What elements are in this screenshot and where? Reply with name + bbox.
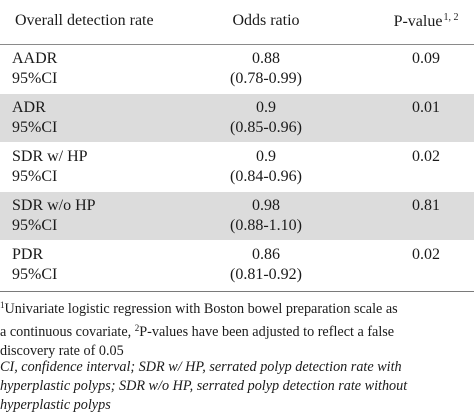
footnote-line-2-rest: P-values have been adjusted to reflect a…: [139, 324, 395, 340]
table-bottom-rule: [0, 291, 474, 292]
table-row: ADR 95%CI 0.9 (0.85-0.96) 0.01: [0, 94, 474, 143]
table-footnote: 1Univariate logistic regression with Bos…: [0, 296, 474, 361]
row-ci-label: 95%CI: [12, 70, 58, 87]
footnote-line-1-text: Univariate logistic regression with Bost…: [4, 301, 398, 317]
row-name: SDR w/o HP: [12, 197, 96, 214]
row-odds-ratio: 0.9: [256, 99, 276, 116]
table-row: SDR w/o HP 95%CI 0.98 (0.88-1.10) 0.81: [0, 192, 474, 241]
row-ci-label: 95%CI: [12, 119, 58, 136]
table-row: SDR w/ HP 95%CI 0.9 (0.84-0.96) 0.02: [0, 143, 474, 192]
row-ci: (0.81-0.92): [230, 266, 302, 283]
row-odds-ratio: 0.9: [256, 148, 276, 165]
row-p-value: 0.09: [412, 50, 440, 67]
table-row: PDR 95%CI 0.86 (0.81-0.92) 0.02: [0, 241, 474, 290]
footnote-sup-1: 1: [0, 300, 5, 310]
row-odds-ratio: 0.98: [252, 197, 280, 214]
row-ci: (0.85-0.96): [230, 119, 302, 136]
row-ci: (0.78-0.99): [230, 70, 302, 87]
row-name: SDR w/ HP: [12, 148, 88, 165]
table-row: AADR 95%CI 0.88 (0.78-0.99) 0.09: [0, 45, 474, 94]
header-odds-ratio: Odds ratio: [232, 12, 300, 29]
abbreviations-line-2: hyperplastic polyps; SDR w/o HP, serrate…: [0, 378, 408, 394]
row-odds-ratio: 0.88: [252, 50, 280, 67]
row-odds-ratio: 0.86: [252, 246, 280, 263]
table-header: Overall detection rate Odds ratio P-valu…: [0, 0, 474, 45]
abbreviations-line-3: hyperplastic polyps: [0, 397, 111, 413]
row-p-value: 0.02: [412, 246, 440, 263]
row-ci-label: 95%CI: [12, 266, 58, 283]
footnote-line-2: a continuous covariate, 2P-values have b…: [0, 319, 474, 342]
row-name: PDR: [12, 246, 44, 263]
row-p-value: 0.81: [412, 197, 440, 214]
row-name: ADR: [12, 99, 46, 116]
row-ci: (0.84-0.96): [230, 168, 302, 185]
header-p-value-sup: 1, 2: [443, 12, 459, 23]
row-ci-label: 95%CI: [12, 168, 58, 185]
row-p-value: 0.02: [412, 148, 440, 165]
footnote-line-3: discovery rate of 0.05: [0, 343, 124, 359]
footnote-line-2-text: a continuous covariate,: [0, 324, 135, 340]
abbreviations-line-1: CI, confidence interval; SDR w/ HP, serr…: [0, 359, 402, 375]
row-ci: (0.88-1.10): [230, 217, 302, 234]
results-table: Overall detection rate Odds ratio P-valu…: [0, 0, 474, 290]
header-p-value-text: P-value: [393, 13, 443, 30]
header-p-value: P-value1, 2: [380, 12, 472, 31]
header-detection-rate: Overall detection rate: [15, 12, 154, 29]
row-name: AADR: [12, 50, 58, 67]
row-ci-label: 95%CI: [12, 217, 58, 234]
abbreviations-note: CI, confidence interval; SDR w/ HP, serr…: [0, 358, 474, 415]
footnote-line-1: 1Univariate logistic regression with Bos…: [0, 296, 474, 319]
footnote-sup-2: 2: [134, 323, 140, 333]
row-p-value: 0.01: [412, 99, 440, 116]
